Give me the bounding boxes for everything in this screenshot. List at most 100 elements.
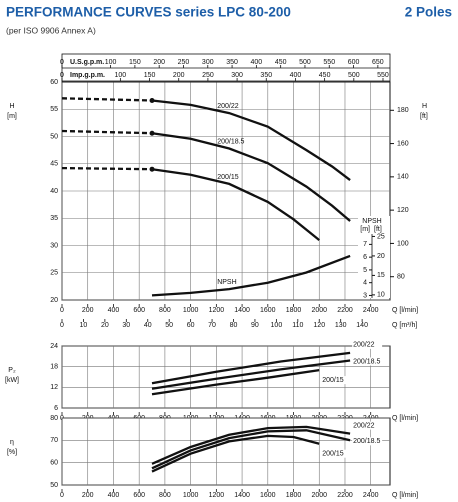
- x-axis-title: Q [l/min]: [392, 492, 418, 499]
- npsh-tick-label: 5: [363, 267, 367, 274]
- x-tick-label: 1600: [260, 492, 276, 499]
- label-bg: [68, 58, 104, 66]
- curve-label: 200/15: [322, 377, 344, 384]
- poles: 2 Poles: [405, 5, 452, 20]
- y2-tick-label: 100: [397, 240, 409, 247]
- npsh-axis-bg: [358, 216, 390, 298]
- x-tick-label: 450: [319, 72, 331, 79]
- x-tick-label: 600: [133, 492, 145, 499]
- x-tick-label: 2200: [337, 307, 353, 314]
- npsh-tick-label: 4: [363, 280, 367, 287]
- x-tick-label: 0: [60, 307, 64, 314]
- x-tick-label: 140: [356, 322, 368, 329]
- npsh-ft-tick-label: 25: [377, 233, 385, 240]
- x-tick-label: 200: [153, 59, 165, 66]
- x-tick-label: 100: [271, 322, 283, 329]
- npsh-ft-tick-label: 15: [377, 272, 385, 279]
- x-tick-label: 150: [144, 72, 156, 79]
- npsh-tick-label: 3: [363, 292, 367, 299]
- curve: [151, 368, 320, 396]
- npsh-axis-title: NPSH: [362, 218, 381, 225]
- curve-label: 200/22: [217, 103, 239, 110]
- x-tick-label: 1400: [234, 492, 250, 499]
- y-axis-unit: [%]: [7, 449, 17, 456]
- npsh-ft-tick-label: 20: [377, 253, 385, 260]
- x-tick-label: 600: [348, 59, 360, 66]
- label-bg: [352, 421, 383, 430]
- x-axis-title: Q [l/min]: [392, 415, 418, 422]
- x-tick-label: 1000: [183, 307, 199, 314]
- x-tick-label: 60: [187, 322, 195, 329]
- x-tick-label: 250: [202, 72, 214, 79]
- curve: [61, 129, 351, 222]
- x-tick-label: 650: [372, 59, 384, 66]
- x-tick-label: 400: [290, 72, 302, 79]
- curve-label: 200/18.5: [217, 138, 244, 145]
- x-axis-title: U.S.g.p.m.: [70, 59, 104, 66]
- x-tick-label: 400: [108, 307, 120, 314]
- x-tick-label: 10: [80, 322, 88, 329]
- curve-label: 200/18.5: [353, 358, 380, 365]
- page-title: PERFORMANCE CURVES series LPC 80-200: [6, 5, 291, 20]
- x-tick-label: 450: [275, 59, 287, 66]
- curve-label: 200/15: [217, 174, 239, 181]
- y-tick-label: 20: [50, 297, 58, 304]
- x-tick-label: 1800: [286, 307, 302, 314]
- x-tick-label: 110: [292, 322, 303, 329]
- x-tick-label: 2000: [311, 307, 327, 314]
- y2-tick-label: 160: [397, 140, 409, 147]
- note: (per ISO 9906 Annex A): [6, 25, 96, 35]
- x-axis-title: Imp.g.p.m.: [70, 72, 105, 79]
- y-tick-label: 60: [50, 460, 58, 467]
- x-tick-label: 1800: [286, 492, 302, 499]
- x-tick-label: 1200: [209, 492, 225, 499]
- curve: [61, 166, 321, 241]
- x-axis-title: Q [m³/h]: [392, 322, 417, 329]
- curve-label: 200/18.5: [353, 438, 380, 445]
- y-tick-label: 55: [50, 106, 58, 113]
- curve: [61, 97, 351, 182]
- y-tick-label: 60: [50, 79, 58, 86]
- x-tick-label: 2400: [363, 307, 379, 314]
- curve: [151, 351, 351, 385]
- y-tick-label: 25: [50, 270, 58, 277]
- x-tick-label: 350: [226, 59, 238, 66]
- curve-marker: [149, 130, 155, 136]
- x-tick-label: 130: [335, 322, 347, 329]
- x-tick-label: 250: [178, 59, 190, 66]
- x-tick-label: 200: [82, 307, 94, 314]
- y-tick-label: 6: [54, 405, 58, 412]
- y-tick-label: 70: [50, 437, 58, 444]
- x-tick-label: 500: [299, 59, 311, 66]
- y-tick-label: 45: [50, 161, 58, 168]
- x-tick-label: 2400: [363, 492, 379, 499]
- y-tick-label: 40: [50, 188, 58, 195]
- y-tick-label: 50: [50, 482, 58, 489]
- x-tick-label: 600: [133, 307, 145, 314]
- y-axis-unit: [m]: [7, 113, 17, 120]
- npsh-ft-tick-label: 10: [377, 292, 385, 299]
- x-tick-label: 1400: [234, 307, 250, 314]
- y-axis-unit: [kW]: [5, 377, 19, 384]
- y-tick-label: 24: [50, 343, 58, 350]
- npsh-axis-unit: [m]: [360, 226, 370, 233]
- x-tick-label: 550: [377, 72, 389, 79]
- x-tick-label: 20: [101, 322, 109, 329]
- y-tick-label: 12: [50, 384, 58, 391]
- label-bg: [68, 71, 104, 79]
- x-tick-label: 400: [251, 59, 263, 66]
- curve: [151, 434, 320, 473]
- label-bg: [352, 357, 383, 366]
- curve-marker: [149, 98, 155, 104]
- x-tick-label: 800: [159, 307, 171, 314]
- x-tick-label: 80: [230, 322, 238, 329]
- y2-tick-label: 180: [397, 107, 409, 114]
- x-tick-label: 40: [144, 322, 152, 329]
- x-tick-label: 400: [108, 492, 120, 499]
- x-tick-label: 50: [165, 322, 173, 329]
- npsh-tick-label: 7: [363, 241, 367, 248]
- x-tick-label: 2200: [337, 492, 353, 499]
- label-bg: [352, 437, 383, 446]
- x-tick-label: 30: [122, 322, 130, 329]
